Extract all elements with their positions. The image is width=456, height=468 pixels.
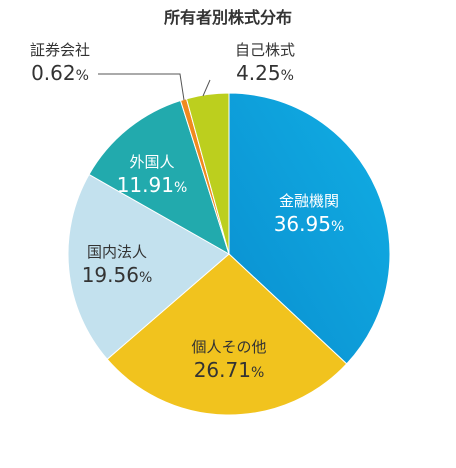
slice-label-個人その他: 個人その他 bbox=[191, 338, 266, 356]
slice-国内法人 bbox=[67, 173, 230, 360]
slice-value-自己株式: 4.25% bbox=[236, 61, 294, 85]
slice-自己株式 bbox=[185, 92, 230, 255]
slice-個人その他 bbox=[106, 253, 348, 416]
slice-label-自己株式: 自己株式 bbox=[235, 41, 295, 59]
slice-label-金融機関: 金融機関 bbox=[279, 192, 339, 210]
slice-金融機関 bbox=[228, 92, 391, 365]
slice-外国人 bbox=[88, 99, 230, 256]
slice-value-国内法人: 19.56% bbox=[82, 263, 153, 287]
leader-line-証券会社 bbox=[98, 73, 185, 101]
slice-label-国内法人: 国内法人 bbox=[87, 243, 147, 261]
slice-value-証券会社: 0.62% bbox=[31, 61, 89, 85]
leader-line-自己株式 bbox=[202, 79, 211, 97]
slice-value-外国人: 11.91% bbox=[117, 173, 188, 197]
slice-value-個人その他: 26.71% bbox=[194, 358, 265, 382]
chart-title: 所有者別株式分布 bbox=[163, 8, 292, 27]
slice-label-外国人: 外国人 bbox=[129, 153, 174, 171]
slice-label-証券会社: 証券会社 bbox=[30, 41, 90, 59]
slice-value-金融機関: 36.95% bbox=[274, 212, 345, 236]
